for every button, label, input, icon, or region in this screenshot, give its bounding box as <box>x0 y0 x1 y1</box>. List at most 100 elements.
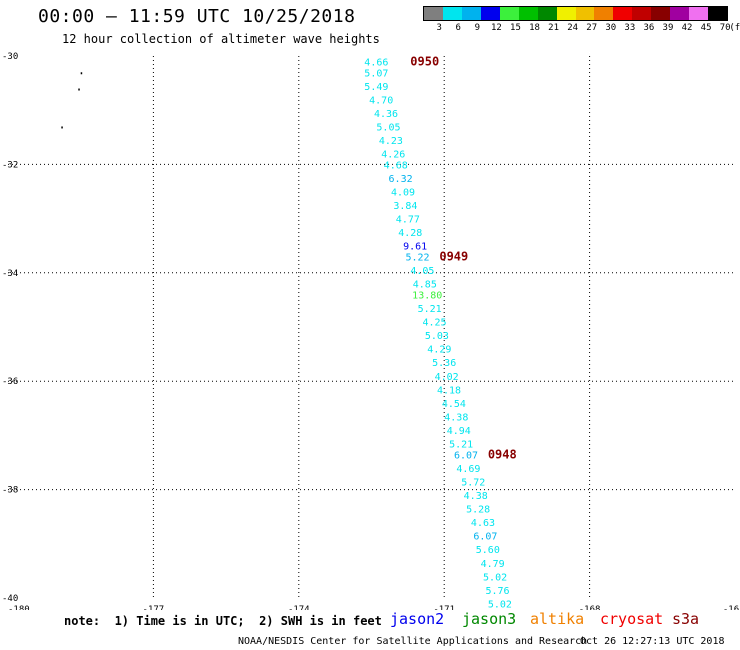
swh-value: 5.03 <box>425 331 449 342</box>
swh-value: 5.76 <box>485 586 509 597</box>
page-subtitle: 12 hour collection of altimeter wave hei… <box>62 32 380 46</box>
wave-height-map: -180 -177 -174 -171 -168 -16 -30 -32 -34 -36 -38 -4… <box>2 52 739 610</box>
wave-height-labels: 4.665.07 5.49 4.70 4.36 5.05 4.23 4.264.68 6.32… <box>364 57 512 610</box>
lat-tick-label: -40 <box>2 594 18 604</box>
swh-value: 5.21 <box>449 440 473 451</box>
lat-tick-label: -38 <box>2 486 18 496</box>
lat-tick-label: -36 <box>2 377 18 387</box>
time-label: 0949 <box>439 250 468 264</box>
legend-swatch <box>594 7 614 20</box>
satellite-label: jason3 <box>462 610 517 628</box>
map-grid <box>8 56 735 598</box>
swh-value: 4.94 <box>447 426 471 437</box>
legend-swatch <box>461 7 481 20</box>
swh-value: 4.23 <box>379 136 403 147</box>
swh-value: 5.21 <box>418 304 442 315</box>
legend-swatch <box>632 7 652 20</box>
axis-ticks: -180 -177 -174 -171 -168 -16 -30 -32 -34 -36 -38 -4… <box>2 52 739 610</box>
swh-value: 4.29 <box>427 345 451 356</box>
swh-value: 4.63 <box>471 518 495 529</box>
swh-value: 4.38 <box>464 491 488 502</box>
legend-label: 39 <box>662 23 674 33</box>
legend-swatch <box>518 7 538 20</box>
legend-label: 18 <box>529 23 540 33</box>
legend-swatch <box>689 7 709 20</box>
lon-tick-label: -177 <box>143 605 165 610</box>
legend-label: 33 <box>624 23 636 33</box>
legend-label: 36 <box>643 23 655 33</box>
lon-tick-label: -16 <box>723 605 739 610</box>
swh-value: 4.54 <box>442 399 466 410</box>
swh-value: 6.07 <box>473 532 497 543</box>
swh-value: 6.32 <box>389 174 413 185</box>
swh-value: 4.02 <box>435 372 459 383</box>
legend-label: 27 <box>586 23 598 33</box>
legend-label: 15 <box>510 23 521 33</box>
swh-value: 9.61 <box>403 242 427 253</box>
satellite-label: cryosat <box>600 610 664 628</box>
swh-value: 5.28 <box>466 505 490 516</box>
swh-value: 4.28 <box>398 228 422 239</box>
time-labels: 0950 0949 0948 <box>410 54 516 461</box>
time-label: 0950 <box>410 54 439 68</box>
lon-tick-label: -174 <box>288 605 310 610</box>
page-title: 00:00 – 11:59 UTC 10/25/2018 <box>38 6 356 27</box>
swh-value: 4.05 <box>410 266 434 277</box>
swh-value: 4.69 <box>456 464 480 475</box>
legend-label: 21 <box>548 23 559 33</box>
swh-value: 4.79 <box>481 559 505 570</box>
swh-value: 4.36 <box>374 109 398 120</box>
credit-line: NOAA/NESDIS Center for Satellite Applica… <box>238 636 588 647</box>
legend-swatches <box>423 6 728 21</box>
swh-value: 6.07 <box>454 450 478 461</box>
swh-value: 4.66 <box>364 57 388 68</box>
satellite-label: altika <box>530 610 585 628</box>
legend-unit: (ft) <box>729 23 740 33</box>
swh-value: 5.02 <box>483 572 507 583</box>
swh-value: 4.68 <box>384 160 408 171</box>
legend-label: 70 <box>719 23 731 33</box>
legend-swatch <box>442 7 462 20</box>
satellite-label: jason2 <box>390 610 445 628</box>
legend-swatch <box>708 7 727 20</box>
lat-tick-label: -32 <box>2 160 18 170</box>
lat-tick-label: -30 <box>2 52 18 62</box>
swh-value: 4.09 <box>391 188 415 199</box>
island-speck <box>61 126 63 129</box>
swh-value: 3.84 <box>393 201 417 212</box>
swh-value: 4.26 <box>381 150 405 161</box>
swh-value: 5.07 <box>364 68 388 79</box>
satellite-label: s3a <box>672 610 700 628</box>
legend-swatch <box>670 7 690 20</box>
swh-value: 4.18 <box>437 385 461 396</box>
swh-value: 13.80 <box>412 290 442 301</box>
legend-label: 12 <box>490 23 502 33</box>
legend-swatch <box>480 7 500 20</box>
lon-tick-label: -180 <box>8 605 30 610</box>
time-label: 0948 <box>488 447 517 461</box>
legend-label: 42 <box>681 23 693 33</box>
swh-value: 4.70 <box>369 95 393 106</box>
legend-label: 45 <box>700 23 712 33</box>
footer-note: note: 1) Time is in UTC; 2) SWH is in fe… <box>64 614 382 628</box>
swh-value: 5.60 <box>476 545 500 556</box>
swh-value: 5.49 <box>364 82 388 93</box>
generation-timestamp: Oct 26 12:27:13 UTC 2018 <box>580 636 725 647</box>
swh-value: 4.77 <box>396 215 420 226</box>
legend-swatch <box>499 7 519 20</box>
coastline-specks <box>61 72 83 129</box>
swh-value: 5.36 <box>432 358 456 369</box>
legend-swatch <box>424 7 443 20</box>
island-speck <box>78 88 80 91</box>
swh-value: 5.05 <box>376 122 400 133</box>
lon-tick-label: -168 <box>579 605 601 610</box>
island-speck <box>80 72 83 75</box>
legend-label: 24 <box>567 23 579 33</box>
legend-label: 9 <box>474 23 481 33</box>
lat-tick-label: -34 <box>2 269 18 279</box>
legend-label: 30 <box>605 23 617 33</box>
legend-swatch <box>575 7 595 20</box>
swh-value: 4.38 <box>444 412 468 423</box>
